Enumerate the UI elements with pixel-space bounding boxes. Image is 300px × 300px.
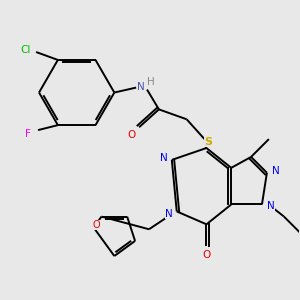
Text: N: N — [267, 202, 275, 212]
Text: N: N — [137, 82, 145, 92]
Text: Cl: Cl — [20, 45, 30, 55]
Text: O: O — [202, 250, 211, 260]
Text: N: N — [160, 153, 168, 163]
Text: N: N — [272, 166, 280, 176]
Text: H: H — [147, 76, 155, 87]
Text: S: S — [205, 137, 212, 147]
Text: N: N — [165, 209, 173, 219]
Text: O: O — [127, 130, 135, 140]
Text: F: F — [25, 129, 31, 139]
Text: O: O — [93, 220, 101, 230]
